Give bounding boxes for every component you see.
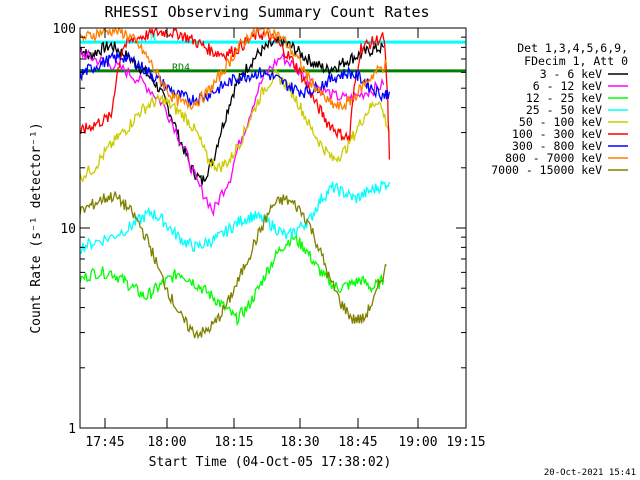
plot-area — [80, 28, 466, 340]
legend-header-line: Det 1,3,4,5,6,9, — [517, 41, 628, 55]
series-line-6 — [80, 50, 391, 108]
axis-ticks — [80, 28, 467, 429]
legend-entry-label: 3 - 6 keV — [540, 67, 602, 81]
y-axis-label: Count Rate (s⁻¹ detector⁻¹) — [29, 122, 44, 333]
legend-entry-label: 300 - 800 keV — [512, 139, 602, 153]
legend-entry-label: 12 - 25 keV — [526, 91, 602, 105]
timestamp: 20-Oct-2021 15:41 — [544, 468, 636, 478]
series-line-5 — [80, 28, 391, 160]
y-tick-labels: 1 10 100 — [53, 22, 76, 437]
legend-entry-label: 25 - 50 keV — [526, 103, 602, 117]
x-tick-label: 18:30 — [280, 435, 319, 450]
series-line-3 — [80, 179, 391, 254]
legend-entry-label: 800 - 7000 keV — [505, 151, 602, 165]
x-tick-label: 19:15 — [446, 435, 485, 450]
legend: Det 1,3,4,5,6,9,FDecim 1, Att 03 - 6 keV… — [491, 41, 628, 177]
y-tick-label: 100 — [53, 22, 76, 37]
series-line-2 — [80, 232, 385, 327]
annotations: N RD4 — [150, 32, 190, 73]
y-tick-label: 10 — [60, 222, 76, 237]
legend-header-line: FDecim 1, Att 0 — [524, 54, 628, 68]
chart-title: RHESSI Observing Summary Count Rates — [104, 3, 429, 21]
x-tick-label: 17:45 — [85, 435, 124, 450]
legend-entry-label: 7000 - 15000 keV — [491, 163, 602, 177]
series-line-4 — [80, 68, 391, 183]
legend-entry-label: 50 - 100 keV — [519, 115, 602, 129]
x-tick-label: 18:45 — [338, 435, 377, 450]
y-tick-label: 1 — [68, 422, 76, 437]
series-line-8 — [80, 191, 387, 340]
legend-entry-label: 6 - 12 keV — [533, 79, 602, 93]
legend-entry-label: 100 - 300 keV — [512, 127, 602, 141]
annotation-1: RD4 — [172, 62, 190, 73]
series-line-1 — [80, 49, 385, 218]
series-line-7 — [80, 28, 388, 111]
x-tick-label: 18:00 — [147, 435, 186, 450]
x-tick-label: 19:00 — [398, 435, 437, 450]
x-tick-labels: 17:45 18:00 18:15 18:30 18:45 19:00 19:15 — [85, 435, 485, 450]
x-tick-label: 18:15 — [214, 435, 253, 450]
x-axis-label: Start Time (04-Oct-05 17:38:02) — [149, 455, 392, 470]
annotation-0: N — [150, 32, 156, 43]
